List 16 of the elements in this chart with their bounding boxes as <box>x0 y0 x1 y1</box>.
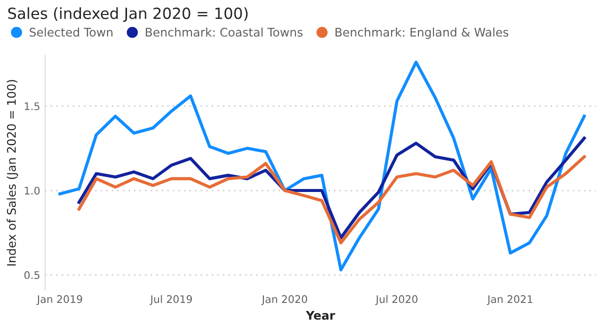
x-tick-label: Jan 2020 <box>261 295 308 305</box>
x-tick-label: Jan 2019 <box>36 295 82 305</box>
line-series <box>58 60 586 272</box>
chart-title: Sales (indexed Jan 2020 = 100) <box>8 7 248 22</box>
legend-label: Selected Town <box>30 28 112 37</box>
legend-label: Benchmark: England & Wales <box>336 28 508 39</box>
x-tick-label: Jul 2020 <box>375 295 418 305</box>
x-tick-label: Jan 2021 <box>486 295 532 305</box>
y-tick-label: 0.5 <box>24 271 40 280</box>
y-tick-label: 1.0 <box>24 186 40 195</box>
line-series <box>78 155 586 244</box>
y-axis-title: Index of Sales (Jan 2020 = 100) <box>6 80 18 266</box>
y-tick-label: 1.5 <box>24 102 40 110</box>
legend-label: Benchmark: Coastal Towns <box>146 28 303 37</box>
x-axis-title: Year <box>306 311 336 320</box>
x-tick-label: Jul 2019 <box>150 295 192 305</box>
